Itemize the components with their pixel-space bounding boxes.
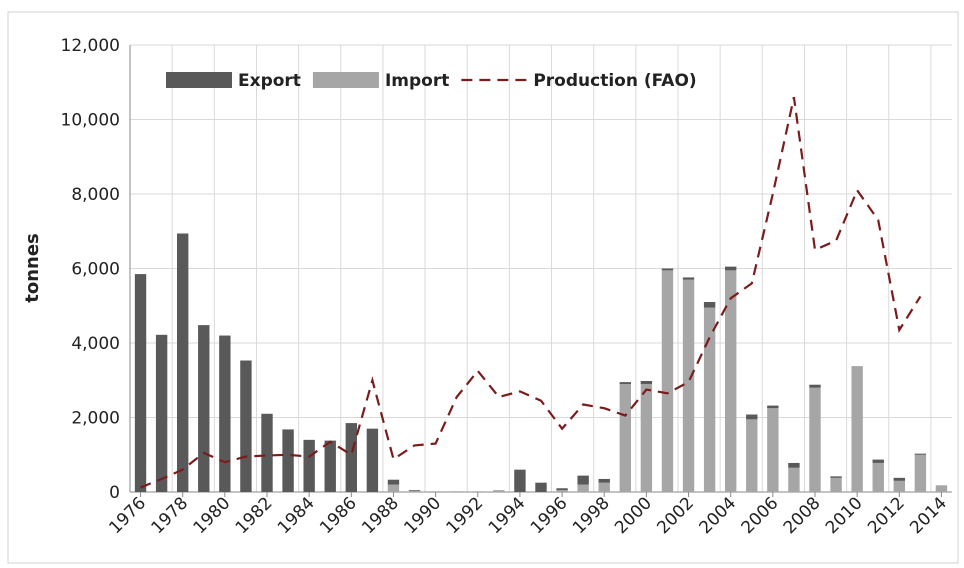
bar bbox=[661, 270, 674, 492]
bar bbox=[366, 428, 379, 492]
x-tick-label: 1990 bbox=[400, 493, 445, 538]
legend-label: Import bbox=[385, 71, 449, 91]
bar bbox=[914, 453, 927, 455]
x-tick-label: 1984 bbox=[274, 493, 319, 538]
bar bbox=[514, 469, 526, 492]
bar bbox=[725, 270, 737, 492]
x-tick-label: 1988 bbox=[358, 493, 403, 538]
y-axis-label: tonnes bbox=[22, 233, 43, 303]
y-tick-label: 4,000 bbox=[71, 334, 120, 354]
bar bbox=[619, 383, 631, 492]
bar bbox=[767, 408, 779, 492]
x-tick-label: 2014 bbox=[906, 493, 951, 538]
x-tick-label: 2008 bbox=[780, 493, 825, 538]
bar bbox=[746, 414, 758, 420]
bar bbox=[155, 334, 168, 492]
bar bbox=[893, 477, 905, 481]
bar bbox=[872, 462, 884, 492]
bar bbox=[556, 488, 568, 491]
x-tick-label: 1992 bbox=[443, 493, 488, 538]
y-tick-label: 8,000 bbox=[71, 185, 120, 205]
bar bbox=[219, 335, 231, 492]
bar bbox=[556, 490, 568, 492]
x-tick-label: 1998 bbox=[569, 493, 614, 538]
x-tick-label: 2012 bbox=[864, 493, 909, 538]
x-tick-label: 2002 bbox=[653, 493, 698, 538]
bar bbox=[661, 268, 674, 271]
bar bbox=[535, 482, 547, 492]
bar bbox=[493, 490, 505, 492]
bar bbox=[303, 439, 315, 492]
bar bbox=[640, 383, 653, 492]
bar bbox=[914, 454, 927, 492]
legend-label: Production (FAO) bbox=[533, 71, 696, 91]
bar bbox=[240, 360, 252, 492]
bar bbox=[429, 491, 442, 492]
bar bbox=[767, 405, 779, 409]
bar bbox=[177, 233, 189, 493]
bar bbox=[809, 384, 821, 388]
x-tick-label: 1982 bbox=[232, 493, 277, 538]
bar bbox=[261, 413, 273, 492]
bar bbox=[408, 490, 421, 492]
bar bbox=[387, 484, 400, 492]
bar bbox=[830, 477, 842, 492]
bar bbox=[703, 302, 716, 308]
bar bbox=[746, 419, 758, 492]
bar bbox=[134, 274, 147, 492]
bar bbox=[282, 429, 294, 492]
bar bbox=[640, 380, 653, 384]
bar bbox=[198, 325, 210, 492]
bar bbox=[387, 479, 400, 485]
bar bbox=[788, 467, 800, 492]
x-tick-label: 2000 bbox=[611, 493, 656, 538]
x-tick-label: 1996 bbox=[527, 493, 572, 538]
legend-label: Export bbox=[238, 71, 301, 91]
x-tick-label: 2006 bbox=[738, 493, 783, 538]
legend-swatch bbox=[312, 72, 379, 88]
x-tick-label: 1994 bbox=[485, 493, 530, 538]
bar bbox=[703, 307, 716, 492]
bar bbox=[830, 476, 842, 478]
bar bbox=[345, 423, 357, 492]
bar bbox=[472, 491, 484, 492]
bar bbox=[809, 387, 821, 492]
chart-frame bbox=[7, 11, 959, 564]
bar bbox=[577, 484, 589, 492]
x-tick-label: 1980 bbox=[190, 493, 235, 538]
bar bbox=[725, 266, 737, 271]
x-tick-label: 2010 bbox=[822, 493, 867, 538]
bar bbox=[598, 482, 610, 492]
bar bbox=[872, 459, 884, 463]
x-tick-label: 1978 bbox=[147, 493, 192, 538]
bar bbox=[788, 462, 800, 468]
legend-swatch bbox=[166, 72, 232, 88]
bar bbox=[619, 382, 631, 384]
bar bbox=[682, 277, 695, 280]
y-tick-label: 10,000 bbox=[61, 111, 120, 131]
bar bbox=[851, 366, 863, 492]
x-tick-label: 2004 bbox=[695, 493, 740, 538]
bar bbox=[682, 279, 695, 492]
y-tick-label: 6,000 bbox=[71, 260, 120, 280]
bar bbox=[598, 478, 610, 483]
bar bbox=[324, 440, 336, 492]
y-tick-label: 2,000 bbox=[71, 409, 120, 429]
bar bbox=[893, 480, 905, 492]
y-tick-label: 0 bbox=[109, 483, 120, 503]
bar bbox=[577, 475, 589, 485]
bar bbox=[451, 491, 463, 492]
y-tick-label: 12,000 bbox=[61, 36, 120, 56]
bar bbox=[408, 490, 421, 491]
line bbox=[140, 96, 922, 489]
x-tick-label: 1986 bbox=[316, 493, 361, 538]
bar bbox=[935, 485, 948, 492]
